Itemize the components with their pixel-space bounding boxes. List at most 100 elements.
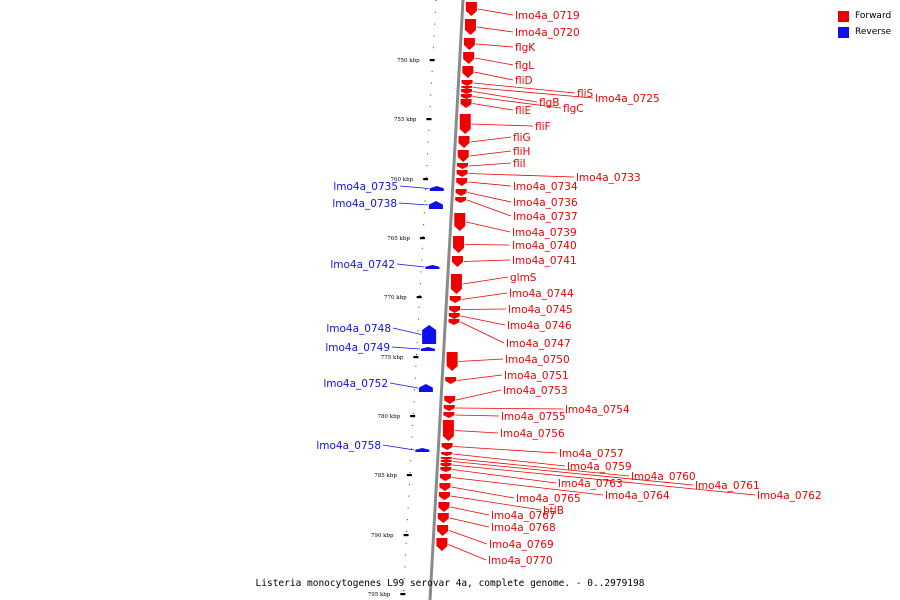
- forward-gene-label: lmo4a_0753: [503, 385, 568, 397]
- forward-gene-label: lmo4a_0720: [515, 27, 580, 39]
- forward-gene-arrow: [439, 474, 451, 481]
- reverse-gene-leader: [392, 327, 422, 335]
- forward-gene-label: btlB: [543, 505, 564, 517]
- forward-gene-leader: [453, 446, 558, 454]
- scale-tick-label: 780 kbp: [377, 414, 400, 420]
- reverse-gene-arrow: [420, 347, 435, 351]
- forward-gene-arrow: [458, 136, 470, 148]
- scale-dot: [434, 23, 436, 25]
- scale-tick-label: 760 kbp: [391, 177, 414, 183]
- forward-gene-label: lmo4a_0760: [631, 471, 696, 483]
- forward-gene-arrow: [441, 443, 453, 450]
- forward-gene-leader: [465, 244, 511, 246]
- forward-gene-arrow: [445, 377, 457, 384]
- forward-gene-label: lmo4a_0733: [576, 172, 641, 184]
- forward-gene-label: lmo4a_0746: [507, 320, 572, 332]
- scale-dot: [413, 401, 415, 403]
- forward-gene-leader: [452, 458, 630, 477]
- forward-gene-arrow: [462, 66, 474, 78]
- forward-gene-arrow: [437, 513, 449, 523]
- scale-tick-label: 785 kbp: [374, 473, 397, 479]
- scale-dot: [421, 259, 423, 261]
- scale-dot: [423, 224, 425, 226]
- scale-tick: [429, 59, 435, 62]
- forward-gene-label: lmo4a_0747: [506, 338, 571, 350]
- scale-dot: [414, 377, 416, 379]
- scale-dot: [407, 507, 409, 509]
- forward-gene-leader: [469, 162, 512, 167]
- forward-gene-leader: [472, 103, 514, 111]
- reverse-strand: lmo4a_0735 lmo4a_0738 lmo4a_0742 lmo4a_0748…: [316, 181, 444, 452]
- forward-gene-arrow: [443, 412, 455, 418]
- map-caption: Listeria monocytogenes L99 serovar 4a, c…: [255, 578, 645, 589]
- forward-gene-leader: [468, 181, 512, 187]
- scale-dot: [409, 472, 411, 473]
- scale-dot: [412, 424, 414, 426]
- forward-gene-label: lmo4a_0744: [509, 288, 574, 300]
- forward-gene-arrow: [443, 405, 455, 411]
- forward-gene-label: glmS: [510, 272, 537, 284]
- reverse-gene-arrow: [415, 448, 430, 452]
- legend-reverse-label: Reverse: [855, 27, 892, 37]
- forward-gene-leader: [452, 461, 694, 486]
- forward-gene-arrow: [446, 352, 458, 371]
- forward-gene-leader: [468, 173, 575, 178]
- scale-dot: [426, 165, 428, 167]
- scale-dot: [418, 306, 420, 308]
- forward-gene-leader: [463, 259, 511, 262]
- forward-gene-label: lmo4a_0754: [565, 404, 630, 416]
- forward-gene-arrow: [461, 80, 473, 86]
- forward-gene-label: lmo4a_0764: [605, 490, 670, 502]
- forward-gene-label: lmo4a_0762: [757, 490, 822, 502]
- forward-gene-arrow: [437, 525, 449, 536]
- forward-gene-arrow: [457, 163, 469, 169]
- scale-dot: [430, 82, 432, 84]
- reverse-gene-leader: [391, 346, 420, 350]
- scale-dot: [408, 483, 410, 485]
- scale-dot: [417, 330, 419, 332]
- scale-dot: [427, 141, 429, 143]
- scale-dot: [429, 106, 431, 108]
- scale-tick-label: 750 kbp: [397, 58, 420, 64]
- reverse-gene-label: lmo4a_0749: [325, 342, 390, 354]
- forward-gene-label: lmo4a_0763: [558, 478, 623, 490]
- scale-tick-label: 770 kbp: [384, 295, 407, 301]
- forward-gene-arrow: [441, 452, 453, 456]
- scale-dot: [430, 94, 432, 96]
- scale-tick: [416, 296, 422, 299]
- reverse-gene-label: lmo4a_0735: [333, 181, 398, 193]
- reverse-gene-label: lmo4a_0738: [332, 198, 397, 210]
- forward-gene-label: lmo4a_0737: [513, 211, 578, 223]
- forward-gene-leader: [451, 477, 604, 496]
- forward-swatch: [838, 10, 849, 22]
- forward-gene-leader: [466, 221, 511, 233]
- forward-gene-arrow: [448, 313, 460, 319]
- forward-gene-arrow: [456, 178, 468, 186]
- legend: Forward Reverse: [838, 9, 891, 41]
- scale-dot: [408, 495, 410, 497]
- forward-gene-leader: [455, 407, 564, 410]
- forward-gene-leader: [456, 389, 502, 401]
- scale-dot: [406, 519, 408, 521]
- forward-gene-leader: [454, 430, 499, 434]
- scale-tick-label: 755 kbp: [394, 117, 417, 123]
- forward-gene-arrow: [438, 502, 450, 512]
- scale-dot: [420, 271, 422, 273]
- forward-gene-label: lmo4a_0745: [508, 304, 573, 316]
- scale-dot: [423, 212, 425, 214]
- forward-gene-leader: [474, 71, 514, 81]
- forward-gene-leader: [448, 544, 487, 561]
- reverse-gene-leader: [382, 444, 415, 451]
- forward-gene-leader: [461, 292, 508, 300]
- forward-gene-leader: [448, 530, 488, 545]
- forward-gene-arrow: [463, 38, 475, 50]
- forward-gene-leader: [453, 453, 566, 467]
- scale-tick: [423, 178, 429, 181]
- reverse-gene-leader: [398, 202, 428, 206]
- forward-gene-arrow: [456, 170, 468, 177]
- forward-gene-leader: [475, 43, 514, 48]
- scale-dot: [434, 11, 436, 13]
- forward-gene-arrow: [461, 89, 473, 94]
- scale-dot: [432, 47, 434, 49]
- scale-dot: [406, 531, 408, 532]
